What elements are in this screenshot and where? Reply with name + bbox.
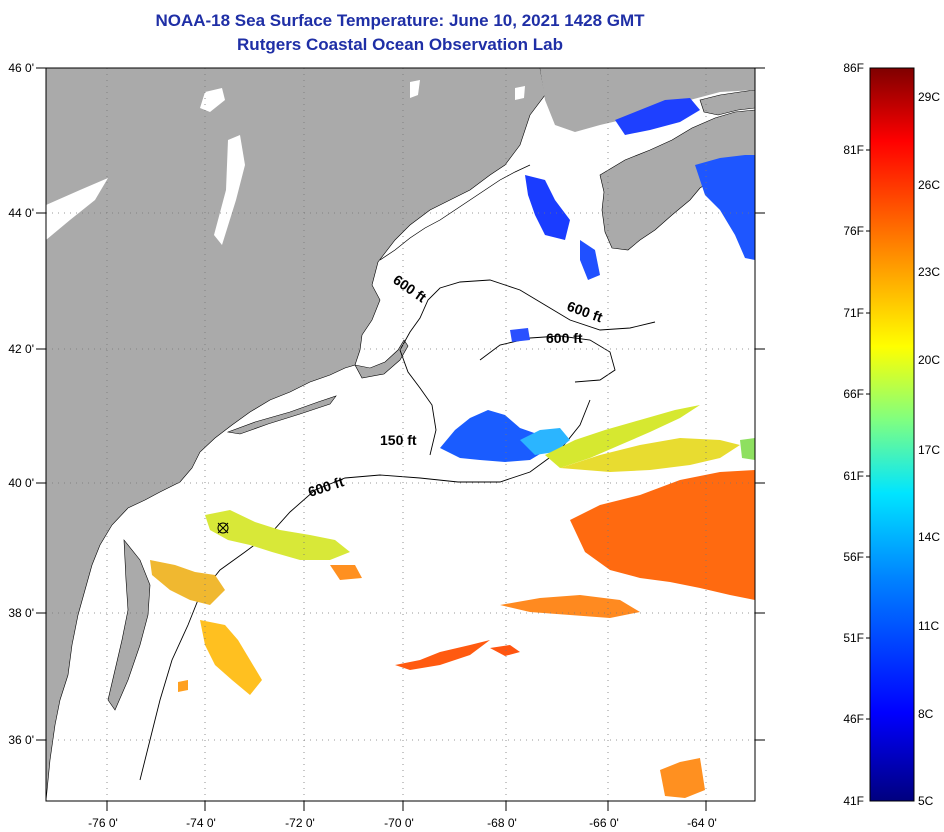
lon-label: -76 0': [88, 816, 118, 830]
canada-north: [540, 68, 755, 132]
lon-label: -70 0': [384, 816, 414, 830]
sst-patches: [150, 98, 755, 798]
delmarva-peninsula: [107, 539, 151, 711]
colorbar-f-label: 86F: [843, 61, 864, 75]
station-marker-icon: [217, 522, 229, 534]
sst-patch-cold: [695, 155, 755, 260]
colorbar-f-label: 66F: [843, 387, 864, 401]
long-island: [226, 395, 337, 435]
colorbar-f-label: 41F: [843, 794, 864, 808]
colorbar-f-label: 61F: [843, 469, 864, 483]
lake: [410, 80, 420, 98]
map-frame: [45, 67, 756, 802]
chesapeake-bay: [90, 560, 124, 700]
colorbar-c-label: 14C: [918, 530, 940, 544]
colorbar-f-label: 81F: [843, 143, 864, 157]
sst-patch-cold: [615, 98, 700, 135]
lon-label: -64 0': [687, 816, 717, 830]
isobath-600ft-inner: [479, 335, 616, 383]
sst-patch-coastal: [150, 560, 225, 605]
colorbar-c-label: 29C: [918, 90, 940, 104]
sst-patch-warm: [395, 640, 490, 670]
lat-label: 36 0': [8, 733, 34, 747]
sst-patch-warm: [660, 758, 705, 798]
map-ticks: [36, 67, 765, 811]
sst-patch-bank: [440, 410, 550, 462]
map-title: NOAA-18 Sea Surface Temperature: June 10…: [155, 11, 645, 30]
colorbar-ticks: [866, 149, 870, 720]
colorbar-c-label: 17C: [918, 443, 940, 457]
sst-patch-coastal: [178, 680, 188, 692]
lon-label: -72 0': [285, 816, 315, 830]
sst-patch-coastal: [200, 620, 262, 695]
lon-label: -68 0': [487, 816, 517, 830]
cape-cod: [354, 339, 409, 379]
sst-patch-cold: [580, 240, 600, 280]
colorbar-f-label: 46F: [843, 712, 864, 726]
sst-patch-cold: [510, 328, 530, 342]
map-subtitle: Rutgers Coastal Ocean Observation Lab: [237, 35, 563, 54]
lat-label: 40 0': [8, 476, 34, 490]
us-landmass: [46, 68, 546, 801]
map-grid: [46, 68, 755, 801]
cape-breton: [699, 89, 755, 116]
colorbar-f-label: 56F: [843, 550, 864, 564]
colorbar-f-label: 71F: [843, 306, 864, 320]
isobath-label: 150 ft: [380, 432, 417, 448]
lake: [214, 135, 245, 245]
sst-patch-warm: [490, 645, 520, 656]
colorbar: [869, 67, 915, 802]
lat-label: 38 0': [8, 606, 34, 620]
lake: [200, 88, 225, 112]
sst-patch-warm: [500, 595, 640, 618]
lat-label: 42 0': [8, 342, 34, 356]
sst-patch-mid: [740, 438, 755, 460]
isobath-150ft: [139, 399, 591, 781]
colorbar-c-label: 11C: [918, 619, 939, 633]
colorbar-c-label: 26C: [918, 178, 940, 192]
colorbar-c-label: 23C: [918, 265, 940, 279]
maine-coastline: [379, 164, 531, 261]
sst-patch-warm: [570, 470, 755, 600]
isobath-label: 600 ft: [546, 330, 583, 346]
colorbar-c-label: 20C: [918, 353, 940, 367]
isobath-600ft: [399, 279, 656, 456]
colorbar-c-label: 5C: [918, 794, 934, 808]
lat-label: 44 0': [8, 206, 34, 220]
sst-patch-bank: [520, 428, 570, 455]
lake: [515, 86, 525, 100]
colorbar-c-label: 8C: [918, 707, 934, 721]
lat-label: 46 0': [8, 61, 34, 75]
colorbar-f-label: 51F: [843, 631, 864, 645]
sst-patch-cold: [525, 175, 570, 240]
lon-label: -66 0': [589, 816, 619, 830]
colorbar-f-label: 76F: [843, 224, 864, 238]
sst-patch-coastal: [205, 510, 350, 560]
sst-patch-coastal: [330, 565, 362, 580]
sst-patch-mid: [545, 405, 700, 468]
sst-patch-mid: [560, 438, 740, 472]
lake: [46, 178, 108, 240]
lon-label: -74 0': [186, 816, 216, 830]
